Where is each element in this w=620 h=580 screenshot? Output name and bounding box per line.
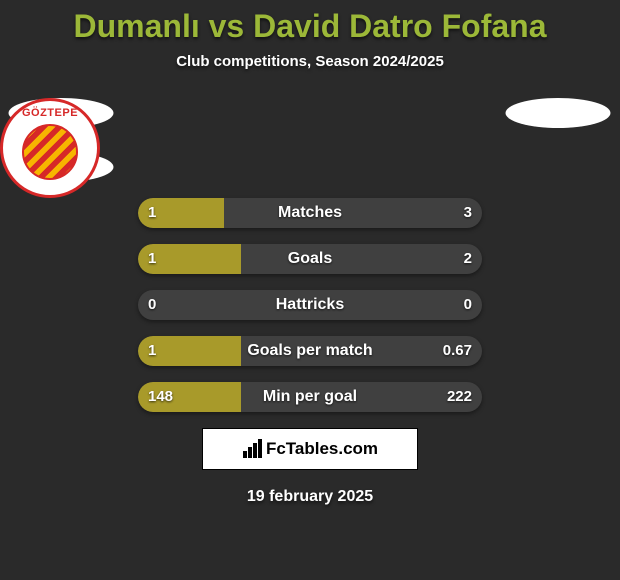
goztepe-ball-icon xyxy=(22,124,78,180)
page-title: Dumanlı vs David Datro Fofana xyxy=(0,0,620,45)
watermark-text: FcTables.com xyxy=(266,439,378,459)
stat-row: 12Goals xyxy=(138,244,482,274)
stats-area: GÖZTEPE 13Matches 12Goals 00Hattricks 10.67… xyxy=(0,98,620,412)
goztepe-label: GÖZTEPE xyxy=(3,107,97,119)
date: 19 february 2025 xyxy=(0,488,620,506)
infographic-card: Dumanlı vs David Datro Fofana Club compe… xyxy=(0,0,620,450)
goztepe-badge: GÖZTEPE xyxy=(0,98,100,198)
stat-label: Min per goal xyxy=(138,382,482,412)
watermark-inner: FcTables.com xyxy=(242,439,378,459)
stat-label: Hattricks xyxy=(138,290,482,320)
watermark: FcTables.com xyxy=(202,428,418,470)
stat-row: 13Matches xyxy=(138,198,482,228)
subtitle: Club competitions, Season 2024/2025 xyxy=(0,53,620,70)
stat-bars: 13Matches 12Goals 00Hattricks 10.67Goals pe… xyxy=(138,198,482,412)
player-right-avatar xyxy=(505,98,610,203)
stat-label: Goals xyxy=(138,244,482,274)
stat-row: 148222Min per goal xyxy=(138,382,482,412)
avatar-placeholder-oval xyxy=(505,98,610,128)
stat-row: 10.67Goals per match xyxy=(138,336,482,366)
stat-label: Matches xyxy=(138,198,482,228)
stat-label: Goals per match xyxy=(138,336,482,366)
stat-row: 00Hattricks xyxy=(138,290,482,320)
bars-icon xyxy=(242,439,264,459)
